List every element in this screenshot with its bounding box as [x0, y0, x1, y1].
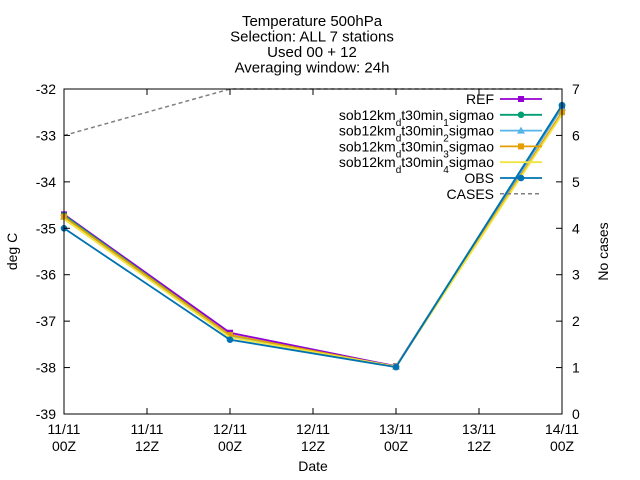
legend-text: t30min	[401, 123, 443, 139]
y2-tick-label: 5	[572, 174, 580, 190]
legend-subscript: d	[396, 117, 402, 128]
legend: REFsob12kmdt30min1sigmaosob12kmdt30min2s…	[339, 91, 542, 202]
x-tick-label-hour: 00Z	[218, 438, 243, 454]
x-tick-label-date: 12/11	[213, 421, 247, 437]
x-tick-label-date: 11/11	[48, 421, 81, 437]
y-tick-label: -32	[36, 81, 56, 97]
y2-tick-label: 3	[572, 267, 580, 283]
x-tick-label-hour: 12Z	[135, 438, 160, 454]
legend-marker	[517, 174, 525, 182]
legend-label: sob12kmdt30min4sigmao	[339, 154, 494, 176]
legend-text: t30min	[401, 107, 443, 123]
legend-label: sob12kmdt30min2sigmao	[339, 123, 494, 145]
y2-tick-label: 7	[572, 81, 580, 97]
series-line	[63, 104, 563, 369]
legend-marker	[518, 96, 524, 102]
legend-subscript: d	[396, 165, 402, 176]
legend-text: sigmao	[449, 154, 494, 170]
legend-subscript: 3	[443, 149, 449, 160]
legend-text: sigmao	[449, 123, 494, 139]
x-tick-label-date: 11/11	[131, 421, 164, 437]
legend-text: sigmao	[449, 107, 494, 123]
y2-tick-label: 4	[572, 220, 580, 236]
x-tick-label-hour: 12Z	[301, 438, 326, 454]
legend-text: sob12km	[339, 123, 396, 139]
y-axis-label: deg C	[4, 233, 20, 270]
y-tick-label: -36	[36, 267, 56, 283]
title-line: Selection: ALL 7 stations	[230, 29, 394, 46]
x-tick-label-date: 14/11	[545, 421, 579, 437]
y2-tick-label: 2	[572, 313, 580, 329]
x-tick-label-hour: 00Z	[550, 438, 575, 454]
data-point	[392, 363, 400, 371]
axis-ticks: 11/1100Z11/1112Z12/1100Z12/1112Z13/1100Z…	[36, 81, 580, 454]
legend-text: sob12km	[339, 154, 396, 170]
x-tick-label-hour: 12Z	[467, 438, 492, 454]
legend-subscript: d	[396, 133, 402, 144]
data-point	[227, 332, 233, 339]
legend-text: t30min	[401, 138, 443, 154]
legend-subscript: 2	[443, 133, 449, 144]
legend-subscript: 1	[443, 117, 449, 128]
legend-text: sob12km	[339, 107, 396, 123]
x-tick-label-hour: 00Z	[52, 438, 77, 454]
y2-tick-label: 6	[572, 127, 580, 143]
legend-text: sob12km	[339, 138, 396, 154]
title-line: Temperature 500hPa	[242, 13, 383, 30]
y2-tick-label: 1	[572, 360, 580, 376]
x-tick-label-date: 12/11	[296, 421, 330, 437]
x-tick-label-date: 13/11	[379, 421, 413, 437]
legend-label: sob12kmdt30min1sigmao	[339, 107, 494, 129]
legend-label: sob12kmdt30min3sigmao	[339, 138, 494, 160]
x-tick-label-hour: 00Z	[384, 438, 409, 454]
series-line	[63, 114, 563, 368]
y2-axis-label: No cases	[595, 222, 611, 280]
legend-subscript: d	[396, 149, 402, 160]
legend-marker	[517, 126, 525, 134]
legend-label: CASES	[447, 186, 494, 202]
legend-marker	[517, 111, 525, 119]
series-sob12kmdt30min4sigmao	[63, 114, 563, 368]
y-tick-label: -33	[36, 127, 56, 143]
y2-tick-label: 0	[572, 406, 580, 422]
x-axis-label: Date	[298, 458, 328, 474]
y-tick-label: -37	[36, 313, 56, 329]
legend-label: REF	[466, 91, 494, 107]
legend-text: sigmao	[449, 138, 494, 154]
legend-subscript: 4	[443, 165, 449, 176]
legend-marker	[518, 143, 524, 150]
legend-text: t30min	[401, 154, 443, 170]
y-tick-label: -34	[36, 174, 56, 190]
x-tick-label-date: 13/11	[462, 421, 496, 437]
title-line: Used 00 + 12	[267, 44, 357, 61]
title-line: Averaging window: 24h	[235, 60, 390, 77]
data-point	[226, 336, 234, 344]
legend-label: OBS	[464, 170, 494, 186]
y-tick-label: -38	[36, 360, 56, 376]
y-tick-label: -35	[36, 220, 56, 236]
y-tick-label: -39	[36, 406, 56, 422]
